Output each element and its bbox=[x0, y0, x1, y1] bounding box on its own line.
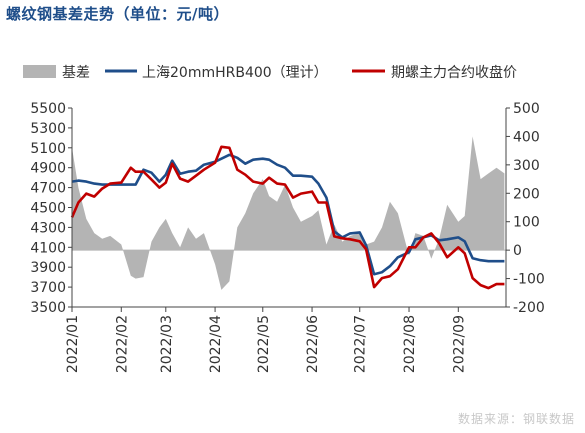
y-right-tick-label: 400 bbox=[513, 129, 540, 145]
y-left-tick-label: 4300 bbox=[30, 220, 66, 236]
x-tick-label: 2022/09 bbox=[451, 315, 467, 373]
y-right-tick-label: -200 bbox=[513, 300, 545, 316]
y-right-tick-label: 500 bbox=[513, 101, 540, 117]
y-left-tick-label: 4100 bbox=[30, 240, 66, 256]
x-tick-label: 2022/03 bbox=[159, 315, 175, 373]
y-left-tick-label: 4500 bbox=[30, 201, 66, 217]
y-right-tick-label: 0 bbox=[513, 243, 522, 259]
chart-title: 螺纹钢基差走势（单位：元/吨） bbox=[6, 5, 229, 23]
x-tick-label: 2022/04 bbox=[208, 315, 224, 373]
plot-area: 3500 3700 3900 4100 4300 4500 4700 4900 5100 5300… bbox=[30, 101, 544, 373]
series-line-futures bbox=[70, 145, 505, 290]
legend-label-spot: 上海20mmHRB400（理计） bbox=[142, 65, 328, 81]
x-tick-label: 2022/08 bbox=[402, 315, 418, 373]
y-left-tick-label: 5500 bbox=[30, 101, 66, 117]
y-left-tick-label: 3500 bbox=[30, 300, 66, 316]
y-left-tick-label: 5300 bbox=[30, 121, 66, 137]
x-tick-label: 2022/06 bbox=[305, 315, 321, 373]
y-right-tick-label: -100 bbox=[513, 272, 545, 288]
source-note: 数据来源：钢联数据 bbox=[457, 412, 575, 426]
x-tick-label: 2022/05 bbox=[256, 315, 272, 373]
y-left-tick-label: 4900 bbox=[30, 161, 66, 177]
series-area-basis bbox=[72, 136, 505, 290]
y-right-tick-label: 300 bbox=[513, 158, 540, 174]
y-left-tick-label: 5100 bbox=[30, 141, 66, 157]
y-left-tick-label: 3700 bbox=[30, 280, 66, 296]
legend-label-futures: 期螺主力合约收盘价 bbox=[391, 64, 517, 81]
y-left-tick-label: 4700 bbox=[30, 181, 66, 197]
legend: 基差 上海20mmHRB400（理计） 期螺主力合约收盘价 bbox=[23, 64, 517, 81]
y-left-tick-label: 3900 bbox=[30, 260, 66, 276]
legend-swatch-basis bbox=[23, 65, 56, 78]
x-tick-label: 2022/07 bbox=[353, 315, 369, 373]
y-right-tick-label: 200 bbox=[513, 186, 540, 202]
legend-label-basis: 基差 bbox=[62, 64, 90, 81]
y-right-tick-label: 100 bbox=[513, 215, 540, 231]
x-tick-label: 2022/02 bbox=[114, 315, 130, 373]
x-tick-label: 2022/01 bbox=[65, 315, 81, 373]
